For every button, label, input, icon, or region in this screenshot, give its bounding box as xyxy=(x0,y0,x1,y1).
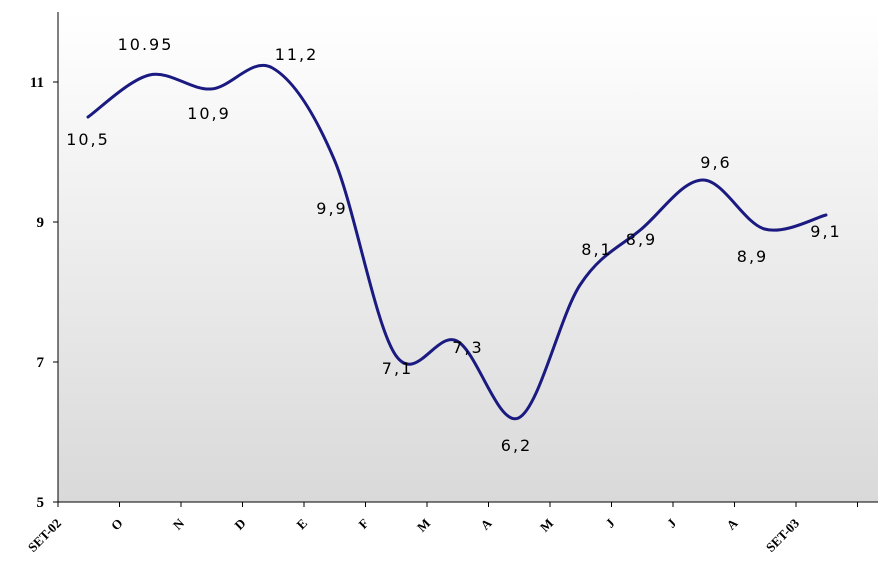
x-tick-label: E xyxy=(293,516,310,533)
data-label: 9,9 xyxy=(316,199,347,218)
x-tick-label: O xyxy=(108,516,126,534)
data-label: 8,1 xyxy=(581,240,612,259)
x-tick-label: J xyxy=(664,515,680,531)
x-tick-label: M xyxy=(414,516,433,535)
x-tick-label: A xyxy=(723,515,741,533)
y-axis-ticks: 5 7 9 11 xyxy=(30,75,58,511)
x-tick-label: A xyxy=(477,515,495,533)
data-label: 10,9 xyxy=(187,104,231,123)
x-tick-label: SET-03 xyxy=(763,515,803,555)
data-label: 10,5 xyxy=(66,130,110,149)
x-tick-label: N xyxy=(170,515,188,533)
y-tick-label: 11 xyxy=(30,75,44,91)
y-tick-label: 9 xyxy=(37,215,45,231)
series-line xyxy=(86,64,828,421)
data-label: 9,6 xyxy=(700,153,731,172)
y-tick-label: 5 xyxy=(37,495,45,511)
x-tick-label: M xyxy=(537,516,556,535)
data-label: 9,1 xyxy=(810,222,841,241)
data-label: 10.95 xyxy=(118,35,174,54)
x-axis-ticks: SET-02 O N D E F M A M J J A SET-03 xyxy=(25,502,858,555)
data-label: 6,2 xyxy=(501,436,532,455)
data-label: 11,2 xyxy=(275,45,319,64)
x-tick-label: D xyxy=(231,516,248,533)
data-labels: 10,5 10.95 10,9 11,2 9,9 7,1 7,3 6,2 8,1 8,9 9,6 8,… xyxy=(66,35,841,455)
plot-area xyxy=(58,12,878,502)
data-label: 8,9 xyxy=(737,247,768,266)
x-tick-label: J xyxy=(602,515,618,531)
x-tick-label: F xyxy=(355,515,371,531)
data-label: 8,9 xyxy=(626,230,657,249)
y-tick-label: 7 xyxy=(37,355,45,371)
x-tick-label: SET-02 xyxy=(25,516,64,555)
data-label: 7,3 xyxy=(452,338,483,357)
data-label: 7,1 xyxy=(382,359,413,378)
